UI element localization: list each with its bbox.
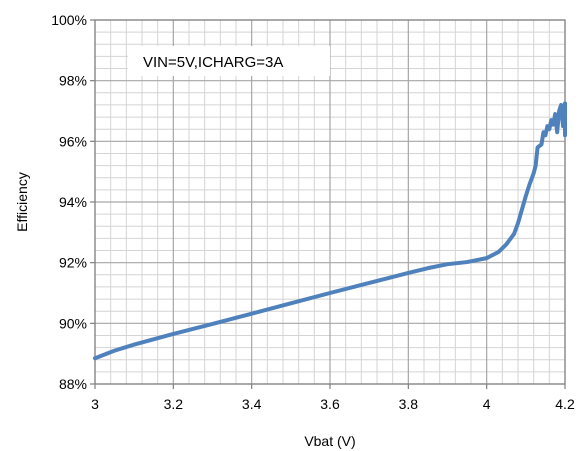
y-tick-label: 90% [59,315,87,331]
y-tick-label: 92% [59,255,87,271]
x-tick-label: 4 [483,396,491,412]
y-tick-label: 98% [59,73,87,89]
x-tick-label: 3 [91,396,99,412]
x-axis-title: Vbat (V) [304,433,355,449]
series-line-0 [93,101,567,361]
x-tick-labels: 3 3.2 3.4 3.6 3.8 4 4.2 [91,396,575,412]
y-axis-title: Efficiency [14,172,30,232]
y-tick-label: 88% [59,376,87,392]
annotation-box: VIN=5V,ICHARG=3A [128,46,330,76]
x-tick-label: 3.2 [164,396,184,412]
y-tick-label: 96% [59,133,87,149]
plot-frame [90,19,566,389]
annotation-background [128,46,330,76]
y-tick-label: 94% [59,194,87,210]
x-tick-label: 3.8 [399,396,419,412]
series-group [93,101,567,361]
y-tick-labels: 88% 90% 92% 94% 96% 98% 100% [51,12,87,392]
x-tick-label: 3.4 [242,396,262,412]
y-tick-label: 100% [51,12,87,28]
x-tick-label: 4.2 [555,396,575,412]
x-tick-label: 3.6 [320,396,340,412]
annotation-label: VIN=5V,ICHARG=3A [143,54,283,71]
